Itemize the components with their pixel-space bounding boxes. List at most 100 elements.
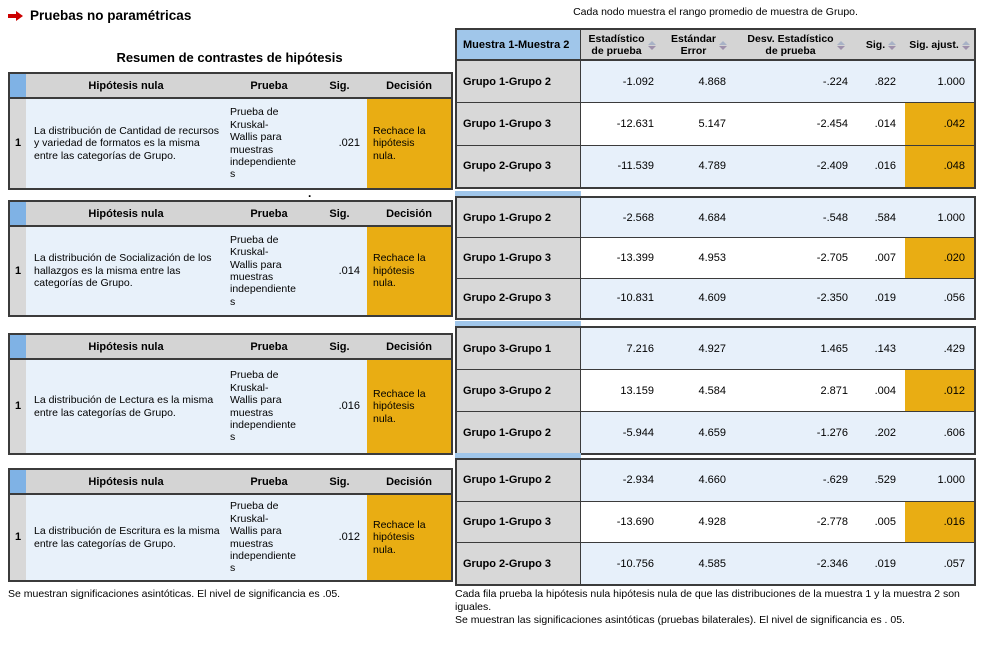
std-test-statistic-value: -2.454	[735, 103, 857, 145]
col-header-prueba: Prueba	[226, 201, 312, 227]
col-header-estandar-error[interactable]: Estándar Error	[663, 30, 735, 61]
sig-value: .529	[857, 460, 905, 501]
pairwise-comparison-block: Grupo 1-Grupo 2 -2.568 4.684 -.548 .584 …	[455, 191, 976, 320]
std-test-statistic-value: 2.871	[735, 370, 857, 411]
test-statistic-value: -2.568	[581, 198, 663, 238]
block-corner-strip	[455, 453, 581, 458]
col-header-sig: Sig.	[312, 73, 367, 99]
pairwise-table-header: Muestra 1-Muestra 2 Estadístico de prueb…	[455, 28, 976, 63]
col-header-sig[interactable]: Sig.	[857, 30, 905, 61]
test-statistic-value: -12.631	[581, 103, 663, 145]
adj-sig-value: .606	[905, 412, 974, 453]
std-error-value: 4.660	[663, 460, 735, 501]
std-error-value: 4.928	[663, 501, 735, 543]
decision-cell: Rechace la hipótesis nula.	[367, 226, 452, 316]
sig-value: .019	[857, 543, 905, 585]
std-test-statistic-value: -2.346	[735, 543, 857, 585]
std-test-statistic-value: -2.350	[735, 278, 857, 318]
std-test-statistic-value: -1.276	[735, 412, 857, 453]
test-statistic-value: -2.934	[581, 460, 663, 501]
pairwise-row: Grupo 1-Grupo 2 -2.568 4.684 -.548 .584 …	[457, 198, 974, 239]
test-statistic-value: -11.539	[581, 145, 663, 187]
std-error-value: 4.585	[663, 543, 735, 585]
sort-icon[interactable]	[718, 41, 727, 50]
header-label: Sig.	[865, 38, 886, 51]
test-statistic-value: -1.092	[581, 61, 663, 103]
col-header-decision: Decisión	[367, 73, 452, 99]
hypothesis-summary-table: Hipótesis nula Prueba Sig. Decisión 1 La…	[8, 72, 453, 190]
row-number: 1	[9, 226, 26, 316]
pairwise-row: Grupo 2-Grupo 3 -10.831 4.609 -2.350 .01…	[457, 278, 974, 318]
std-error-value: 5.147	[663, 103, 735, 145]
col-header-hipotesis-nula: Hipótesis nula	[26, 73, 226, 99]
sig-cell: .016	[312, 359, 367, 454]
std-error-value: 4.789	[663, 145, 735, 187]
adj-sig-value: .016	[905, 501, 974, 543]
row-number: 1	[9, 359, 26, 454]
col-header-sig-ajust[interactable]: Sig. ajust.	[905, 30, 974, 61]
pairwise-row: Grupo 1-Grupo 3 -12.631 5.147 -2.454 .01…	[457, 103, 974, 146]
col-header-hipotesis-nula: Hipótesis nula	[26, 469, 226, 495]
adj-sig-value: .020	[905, 238, 974, 278]
block-corner-strip	[455, 191, 581, 196]
nonparametric-tests-panel: Pruebas no paramétricas Resumen de contr…	[8, 6, 453, 646]
pairwise-row: Grupo 1-Grupo 2 -2.934 4.660 -.629 .529 …	[457, 460, 974, 502]
sig-cell: .012	[312, 494, 367, 581]
red-arrow-icon	[8, 10, 23, 21]
sample-pair-label: Grupo 2-Grupo 3	[457, 278, 581, 318]
sig-value: .584	[857, 198, 905, 238]
test-name-cell: Prueba de Kruskal- Wallis para muestras …	[226, 98, 312, 189]
col-header-desv-estadistico[interactable]: Desv. Estadístico de prueba	[735, 30, 857, 61]
sort-icon[interactable]	[961, 41, 970, 50]
table-row: 1 La distribución de Escritura es la mis…	[9, 494, 452, 581]
hypothesis-summary-title: Resumen de contrastes de hipótesis	[116, 50, 343, 65]
null-hypothesis-cell: La distribución de Lectura es la misma e…	[26, 359, 226, 454]
std-test-statistic-value: -2.778	[735, 501, 857, 543]
page-title-row: Pruebas no paramétricas	[8, 8, 191, 23]
pairwise-caption: Cada nodo muestra el rango promedio de m…	[573, 6, 858, 18]
left-footnote: Se muestran significaciones asintóticas.…	[8, 588, 341, 600]
pairwise-comparison-block: Grupo 3-Grupo 1 7.216 4.927 1.465 .143 .…	[455, 321, 976, 455]
col-header-sig: Sig.	[312, 334, 367, 360]
corner-cell	[9, 201, 26, 227]
std-error-value: 4.927	[663, 328, 735, 369]
std-test-statistic-value: 1.465	[735, 328, 857, 369]
test-statistic-value: 7.216	[581, 328, 663, 369]
col-header-muestra-pair[interactable]: Muestra 1-Muestra 2	[457, 30, 581, 61]
col-header-estadistico-de-prueba[interactable]: Estadístico de prueba	[581, 30, 663, 61]
table-header-row: Hipótesis nula Prueba Sig. Decisión	[9, 73, 452, 99]
page-title: Pruebas no paramétricas	[30, 8, 192, 23]
sort-icon[interactable]	[888, 41, 897, 50]
adj-sig-value: .042	[905, 103, 974, 145]
sig-value: .822	[857, 61, 905, 103]
decision-cell: Rechace la hipótesis nula.	[367, 359, 452, 454]
header-label: Estadístico de prueba	[588, 32, 645, 57]
std-error-value: 4.659	[663, 412, 735, 453]
std-test-statistic-value: -2.705	[735, 238, 857, 278]
test-statistic-value: -13.399	[581, 238, 663, 278]
pairwise-row: Grupo 3-Grupo 1 7.216 4.927 1.465 .143 .…	[457, 328, 974, 370]
sort-icon[interactable]	[647, 41, 656, 50]
col-header-prueba: Prueba	[226, 469, 312, 495]
col-header-decision: Decisión	[367, 469, 452, 495]
sort-icon[interactable]	[836, 41, 845, 50]
adj-sig-value: 1.000	[905, 198, 974, 238]
test-name-cell: Prueba de Kruskal- Wallis para muestras …	[226, 226, 312, 316]
col-header-prueba: Prueba	[226, 73, 312, 99]
table-header-row: Hipótesis nula Prueba Sig. Decisión	[9, 201, 452, 227]
decision-cell: Rechace la hipótesis nula.	[367, 98, 452, 189]
corner-cell	[9, 73, 26, 99]
test-statistic-value: 13.159	[581, 370, 663, 411]
sample-pair-label: Grupo 1-Grupo 2	[457, 412, 581, 453]
header-label: Sig. ajust.	[909, 38, 959, 51]
adj-sig-value: .048	[905, 145, 974, 187]
pairwise-row: Grupo 1-Grupo 2 -1.092 4.868 -.224 .822 …	[457, 61, 974, 104]
sample-pair-label: Grupo 1-Grupo 2	[457, 198, 581, 238]
table-row: 1 La distribución de Lectura es la misma…	[9, 359, 452, 454]
header-label: Desv. Estadístico de prueba	[747, 32, 834, 57]
sample-pair-label: Grupo 3-Grupo 1	[457, 328, 581, 369]
std-test-statistic-value: -.629	[735, 460, 857, 501]
pairwise-comparisons-panel: Cada nodo muestra el rango promedio de m…	[455, 2, 976, 647]
sig-value: .143	[857, 328, 905, 369]
row-number: 1	[9, 98, 26, 189]
